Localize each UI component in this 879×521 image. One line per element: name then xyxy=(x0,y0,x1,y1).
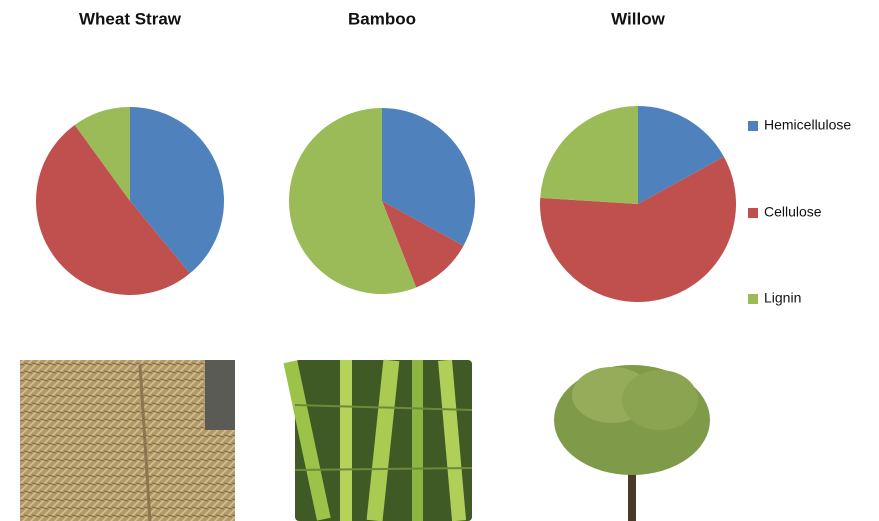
pie-slice: Lignin xyxy=(289,107,417,294)
wheat-straw-photo xyxy=(20,360,235,521)
legend-label: Lignin xyxy=(764,290,801,306)
charts: Wheat StrawHemicelluloseCelluloseLignin B… xyxy=(35,9,851,306)
pie-slice: Cellulose xyxy=(540,156,736,302)
pie-slice: Hemicellulose xyxy=(638,106,724,204)
chart-title: Bamboo xyxy=(348,9,416,28)
pie-slice: Hemicellulose xyxy=(382,108,475,246)
bamboo-photo xyxy=(283,359,473,521)
legend-swatch xyxy=(748,121,758,131)
pie-slice: Lignin xyxy=(540,106,638,204)
pie-slice: Hemicellulose xyxy=(130,107,224,274)
legend-swatch xyxy=(748,294,758,304)
legend-label: Hemicellulose xyxy=(764,117,851,133)
pie-slice: Cellulose xyxy=(35,124,190,296)
pie-slice: Cellulose xyxy=(382,201,464,288)
legend-swatch xyxy=(748,208,758,218)
willow-photo xyxy=(554,365,710,521)
chart-title: Wheat Straw xyxy=(79,9,182,28)
chart-title: Willow xyxy=(611,9,665,28)
pie-slice: Lignin xyxy=(74,107,130,201)
legend-label: Cellulose xyxy=(764,204,822,220)
